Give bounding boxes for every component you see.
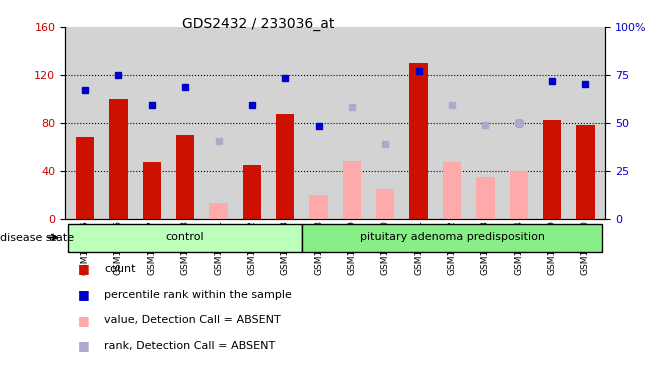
Text: disease state: disease state xyxy=(0,233,74,243)
Bar xyxy=(176,135,195,219)
Bar xyxy=(109,99,128,219)
Bar xyxy=(210,203,228,219)
Bar xyxy=(143,162,161,219)
Bar xyxy=(510,171,528,219)
Bar xyxy=(309,195,327,219)
Text: pituitary adenoma predisposition: pituitary adenoma predisposition xyxy=(359,232,544,242)
Bar xyxy=(576,125,594,219)
Bar xyxy=(443,162,461,219)
Bar xyxy=(276,114,294,219)
Bar xyxy=(302,224,602,252)
Text: control: control xyxy=(166,232,204,242)
Text: count: count xyxy=(104,264,135,274)
Bar xyxy=(68,224,302,252)
Text: ■: ■ xyxy=(78,314,90,327)
Text: ■: ■ xyxy=(78,288,90,301)
Text: GDS2432 / 233036_at: GDS2432 / 233036_at xyxy=(182,17,335,31)
Bar xyxy=(543,121,561,219)
Bar xyxy=(343,161,361,219)
Text: percentile rank within the sample: percentile rank within the sample xyxy=(104,290,292,300)
Text: value, Detection Call = ABSENT: value, Detection Call = ABSENT xyxy=(104,315,281,325)
Text: ■: ■ xyxy=(78,262,90,275)
Bar xyxy=(376,189,395,219)
Bar xyxy=(476,177,495,219)
Text: ■: ■ xyxy=(78,339,90,353)
Bar xyxy=(76,137,94,219)
Bar xyxy=(243,165,261,219)
Text: rank, Detection Call = ABSENT: rank, Detection Call = ABSENT xyxy=(104,341,275,351)
Bar xyxy=(409,63,428,219)
